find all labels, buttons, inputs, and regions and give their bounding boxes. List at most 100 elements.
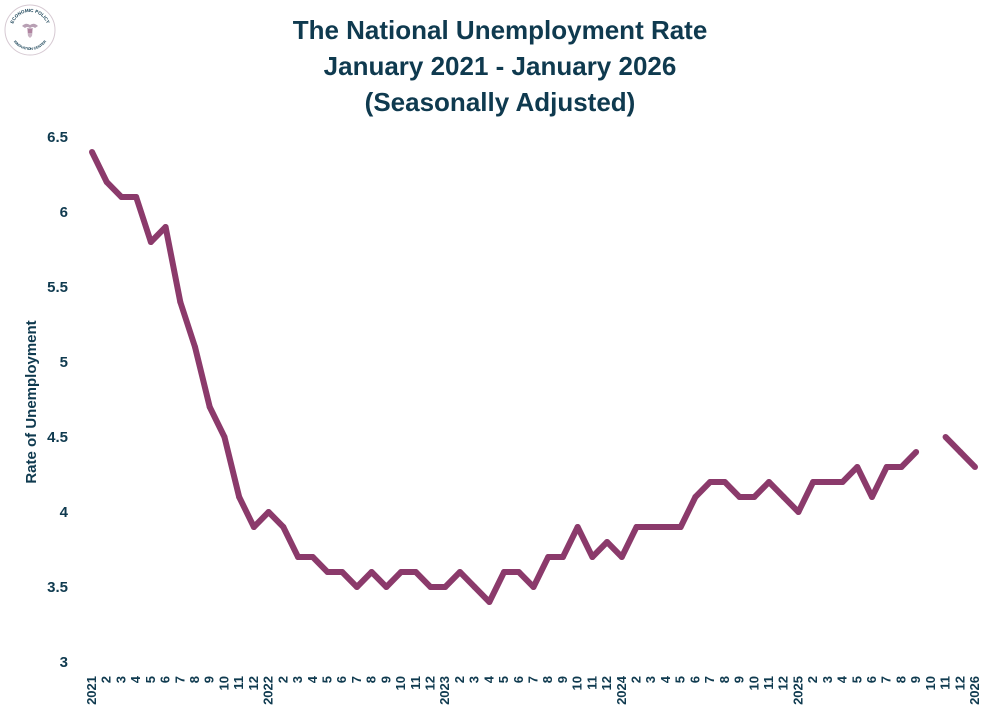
data-points <box>89 149 978 605</box>
data-point <box>677 524 684 530</box>
x-tick-label: 10 <box>393 676 408 690</box>
data-point <box>162 224 169 230</box>
data-point <box>236 494 243 500</box>
x-tick-label: 7 <box>879 676 894 683</box>
data-point <box>442 584 449 590</box>
x-tick-label: 8 <box>893 676 908 683</box>
chart-subtitle-date-range: January 2021 - January 2026 <box>323 51 677 81</box>
x-tick-label: 9 <box>202 676 217 683</box>
x-tick-label: 5 <box>496 676 511 683</box>
economic-policy-innovation-center-logo: ECONOMIC POLICY INNOVATION CENTER <box>4 4 56 56</box>
y-tick-label: 4.5 <box>47 429 68 446</box>
chart-title-block: The National Unemployment Rate January 2… <box>100 12 900 120</box>
x-tick-label: 7 <box>349 676 364 683</box>
x-tick-label: 8 <box>540 676 555 683</box>
data-point <box>545 554 552 560</box>
x-tick-label: 6 <box>687 676 702 683</box>
x-tick-label: 8 <box>364 676 379 683</box>
data-point <box>883 464 890 470</box>
data-point <box>707 479 714 485</box>
data-point <box>280 524 287 530</box>
x-tick-label: 9 <box>378 676 393 683</box>
x-tick-label: 5 <box>319 676 334 683</box>
x-tick-label: 3 <box>290 676 305 683</box>
x-tick-label: 2 <box>452 676 467 683</box>
data-point <box>353 584 360 590</box>
x-tick-label: 2023 <box>437 676 452 705</box>
x-tick-label: 3 <box>467 676 482 683</box>
y-tick-label: 5.5 <box>47 279 68 296</box>
data-point <box>574 524 581 530</box>
x-tick-label: 10 <box>570 676 585 690</box>
data-point <box>765 479 772 485</box>
x-tick-label: 10 <box>216 676 231 690</box>
data-point <box>89 149 95 155</box>
data-point <box>368 569 375 575</box>
eagle-seal-icon <box>22 23 38 38</box>
x-tick-label: 11 <box>408 676 423 690</box>
data-point <box>957 449 964 455</box>
x-tick-label: 4 <box>128 675 143 683</box>
y-tick-label: 3.5 <box>47 579 68 596</box>
data-point <box>206 404 213 410</box>
data-point <box>751 494 758 500</box>
x-tick-label: 12 <box>246 676 261 690</box>
data-point <box>839 479 846 485</box>
chart-subtitle-adjustment: (Seasonally Adjusted) <box>364 87 636 117</box>
y-tick-label: 6 <box>60 204 68 221</box>
x-tick-label: 2 <box>805 676 820 683</box>
data-point <box>618 554 625 560</box>
data-point <box>515 569 522 575</box>
data-point <box>265 509 272 515</box>
data-point <box>692 494 699 500</box>
data-point <box>898 464 905 470</box>
data-point <box>501 569 508 575</box>
data-point <box>913 449 920 455</box>
data-point <box>471 584 478 590</box>
x-tick-label: 10 <box>923 676 938 690</box>
y-tick-label: 4 <box>60 504 69 521</box>
data-point <box>118 194 125 200</box>
chart-title: The National Unemployment Rate <box>292 15 708 45</box>
data-point <box>810 479 817 485</box>
x-tick-label: 4 <box>305 675 320 683</box>
x-axis-ticks: 2021 2 3 4 5 6 7 8 9 10 11 12 2022 2 3 4 5 6 7 8 9 10 11 12 2023… <box>84 675 982 705</box>
data-point <box>780 494 787 500</box>
data-point <box>250 524 257 530</box>
x-tick-label: 7 <box>526 676 541 683</box>
x-tick-label: 7 <box>702 676 717 683</box>
data-point <box>412 569 419 575</box>
y-axis-label: Rate of Unemployment <box>23 320 40 483</box>
y-tick-label: 6.5 <box>47 129 68 146</box>
series-lines <box>89 150 978 605</box>
data-point <box>221 434 228 440</box>
x-tick-label: 6 <box>158 676 173 683</box>
x-tick-label: 2024 <box>614 675 629 705</box>
data-point <box>133 194 140 200</box>
data-point <box>648 524 655 530</box>
data-point <box>339 569 346 575</box>
x-tick-label: 9 <box>555 676 570 683</box>
data-point <box>972 464 978 470</box>
data-point <box>486 599 493 605</box>
x-tick-label: 2 <box>99 676 114 683</box>
x-tick-label: 5 <box>143 676 158 683</box>
x-tick-label: 11 <box>584 676 599 690</box>
x-tick-label: 12 <box>599 676 614 690</box>
x-tick-label: 6 <box>334 676 349 683</box>
x-tick-label: 2 <box>629 676 644 683</box>
x-tick-label: 4 <box>658 675 673 683</box>
x-tick-label: 9 <box>908 676 923 683</box>
data-point <box>559 554 566 560</box>
data-point <box>633 524 640 530</box>
x-tick-label: 11 <box>761 676 776 690</box>
x-tick-label: 11 <box>938 676 953 690</box>
data-point <box>795 509 802 515</box>
data-point <box>854 464 861 470</box>
x-tick-label: 6 <box>511 676 526 683</box>
data-point <box>147 239 154 245</box>
data-point <box>824 479 831 485</box>
x-tick-label: 2026 <box>967 676 982 705</box>
data-point <box>383 584 390 590</box>
data-point <box>736 494 743 500</box>
